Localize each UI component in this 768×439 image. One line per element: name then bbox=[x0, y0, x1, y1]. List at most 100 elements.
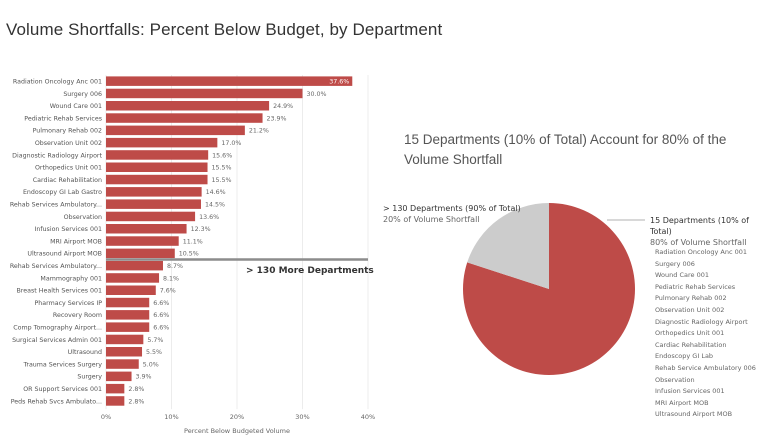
data-label: 2.8% bbox=[128, 386, 144, 393]
category-label: Radiation Oncology Anc 001 bbox=[13, 78, 102, 85]
category-label: Ultrasound bbox=[68, 349, 102, 356]
department-list-item: Pulmonary Rehab 002 bbox=[655, 294, 727, 303]
department-list-item: Orthopedics Unit 001 bbox=[655, 329, 725, 338]
data-label: 7.6% bbox=[160, 288, 176, 295]
bar[interactable] bbox=[106, 347, 143, 357]
data-label: 14.5% bbox=[205, 201, 225, 208]
data-label: 37.6% bbox=[329, 78, 349, 85]
data-label: 30.0% bbox=[307, 91, 327, 98]
x-tick-label: 30% bbox=[295, 413, 309, 421]
pie-label-rest-name: > 130 Departments (90% of Total) bbox=[383, 204, 521, 213]
department-list-item: MRI Airport MOB bbox=[655, 398, 709, 407]
department-list-item: Radiation Oncology Anc 001 bbox=[655, 248, 748, 256]
bar[interactable] bbox=[106, 322, 150, 332]
data-label: 21.2% bbox=[249, 128, 269, 135]
category-label: Orthopedics Unit 001 bbox=[35, 165, 102, 172]
bar[interactable] bbox=[106, 125, 245, 136]
data-label: 8.1% bbox=[163, 275, 179, 282]
department-list-item: Endoscopy GI Lab bbox=[655, 352, 714, 361]
pie-label-top-name: 15 Departments (10% of Total) bbox=[650, 216, 749, 236]
department-list-item: Observation bbox=[655, 375, 695, 384]
bar[interactable] bbox=[106, 396, 125, 406]
bar[interactable] bbox=[106, 137, 218, 148]
category-label: Endoscopy GI Lab Gastro bbox=[23, 189, 102, 196]
data-label: 12.3% bbox=[191, 226, 211, 233]
bar[interactable] bbox=[106, 162, 208, 173]
data-label: 10.5% bbox=[179, 251, 199, 258]
bar[interactable] bbox=[106, 113, 263, 123]
bar[interactable] bbox=[106, 199, 201, 209]
department-list-item: Infusion Services 001 bbox=[655, 387, 725, 396]
pie-chart-title: 15 Departments (10% of Total) Account fo… bbox=[404, 132, 727, 167]
bar[interactable] bbox=[106, 260, 163, 271]
bar[interactable] bbox=[106, 248, 175, 259]
data-label: 3.9% bbox=[136, 374, 152, 381]
category-label: MRI Airport MOB bbox=[50, 238, 102, 245]
category-label: Trauma Services Surgery bbox=[22, 361, 102, 368]
bar[interactable] bbox=[106, 273, 160, 283]
pie-label-rest-sub: 20% of Volume Shortfall bbox=[383, 215, 480, 224]
data-label: 2.8% bbox=[128, 398, 144, 405]
department-list-item: Pediatric Rehab Services bbox=[655, 282, 736, 291]
data-label: 24.9% bbox=[273, 103, 293, 110]
bar[interactable] bbox=[106, 174, 208, 185]
bar[interactable] bbox=[106, 88, 303, 99]
category-label: OR Support Services 001 bbox=[23, 386, 102, 393]
data-label: 17.0% bbox=[221, 140, 241, 147]
x-tick-label: 40% bbox=[361, 413, 375, 421]
category-label: Mammography 001 bbox=[40, 275, 102, 282]
department-list-item: Cardiac Rehabilitation bbox=[655, 340, 727, 349]
pie-label-top-sub: 80% of Volume Shortfall bbox=[650, 238, 747, 247]
x-tick-label: 20% bbox=[230, 413, 244, 421]
bar[interactable] bbox=[106, 76, 353, 86]
category-label: Pediatric Rehab Services bbox=[24, 115, 102, 122]
department-list-item: Ultrasound Airport MOB bbox=[655, 410, 733, 419]
category-label: Diagnostic Radiology Airport bbox=[12, 152, 102, 159]
bar[interactable] bbox=[106, 383, 125, 394]
bar[interactable] bbox=[106, 150, 209, 160]
bar[interactable] bbox=[106, 297, 150, 308]
category-label: Surgical Services Admin 001 bbox=[12, 337, 102, 344]
bar[interactable] bbox=[106, 334, 144, 345]
pie-label-top: 15 Departments (10% of Total) 80% of Vol… bbox=[650, 215, 768, 248]
pie-label-rest: > 130 Departments (90% of Total) 20% of … bbox=[383, 203, 521, 225]
category-label: Observation Unit 002 bbox=[35, 140, 102, 147]
data-label: 13.6% bbox=[199, 214, 219, 221]
data-label: 15.5% bbox=[212, 165, 232, 172]
data-label: 5.0% bbox=[143, 361, 159, 368]
data-label: 14.6% bbox=[206, 189, 226, 196]
data-label: 23.9% bbox=[267, 115, 287, 122]
bar[interactable] bbox=[106, 101, 270, 111]
x-tick-label: 10% bbox=[164, 413, 178, 421]
category-label: Rehab Services Ambulatory... bbox=[10, 201, 102, 208]
bar[interactable] bbox=[106, 310, 150, 320]
category-label: Recovery Room bbox=[53, 312, 102, 319]
department-list-item: Wound Care 001 bbox=[655, 271, 709, 280]
data-label: 6.6% bbox=[153, 312, 169, 319]
bar[interactable] bbox=[106, 359, 139, 369]
bar[interactable] bbox=[106, 224, 187, 234]
x-axis-label: Percent Below Budgeted Volume bbox=[184, 427, 290, 435]
category-label: Ultrasound Airport MOB bbox=[27, 251, 102, 258]
category-label: Comp Tomography Airport... bbox=[13, 324, 102, 331]
data-label: 8.7% bbox=[167, 263, 183, 270]
category-label: Wound Care 001 bbox=[50, 103, 102, 110]
bar[interactable] bbox=[106, 211, 196, 222]
bar[interactable] bbox=[106, 187, 202, 197]
top-departments-list: Radiation Oncology Anc 001 Surgery 006 Wou… bbox=[655, 247, 756, 421]
category-label: Peds Rehab Svcs Ambulato... bbox=[11, 398, 102, 405]
bar[interactable] bbox=[106, 371, 132, 382]
category-label: Infusion Services 001 bbox=[34, 226, 102, 233]
data-label: 6.6% bbox=[153, 324, 169, 331]
pie-slice-rest[interactable] bbox=[467, 203, 549, 289]
data-label: 5.5% bbox=[146, 349, 162, 356]
data-label: 5.7% bbox=[147, 337, 163, 344]
category-label: Pulmonary Rehab 002 bbox=[33, 128, 102, 135]
category-label: Breast Health Services 001 bbox=[16, 288, 102, 295]
bar[interactable] bbox=[106, 285, 156, 296]
bar[interactable] bbox=[106, 236, 179, 246]
category-label: Surgery bbox=[77, 374, 102, 381]
data-label: 15.6% bbox=[212, 152, 232, 159]
